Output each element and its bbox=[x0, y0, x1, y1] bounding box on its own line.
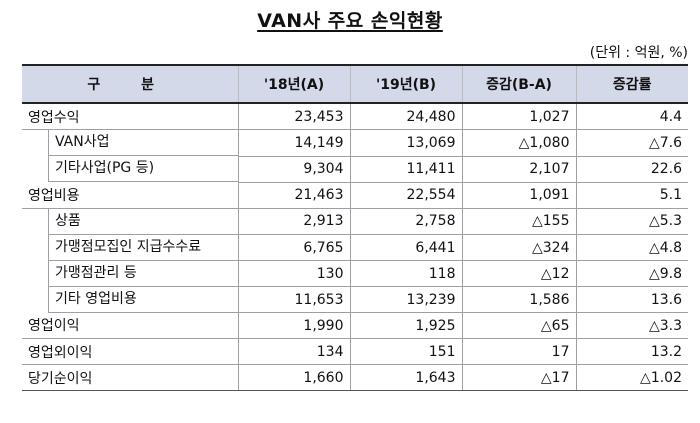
pnl-table: 구 분 '18년(A) '19년(B) 증감(B-A) 증감률 영업수익 23,4… bbox=[22, 64, 688, 391]
value-2018: 6,765 bbox=[237, 234, 350, 261]
value-change-rate: 13.6 bbox=[575, 286, 688, 313]
value-2018: 1,660 bbox=[237, 364, 350, 391]
value-change: 1,586 bbox=[461, 286, 576, 313]
value-2018: 9,304 bbox=[237, 156, 350, 183]
row-label: 영업외이익 bbox=[22, 338, 238, 365]
row-label-text: 가맹점관리 등 bbox=[48, 260, 238, 287]
value-change-rate: 13.2 bbox=[575, 338, 688, 365]
value-2019: 22,554 bbox=[349, 182, 462, 209]
value-2019: 13,069 bbox=[349, 129, 462, 157]
value-2018: 134 bbox=[237, 338, 350, 365]
row-label: 가맹점모집인 지급수수료 bbox=[22, 234, 238, 261]
table-row: 상품 2,913 2,758 △155 △5.3 bbox=[22, 208, 688, 235]
row-label: 영업수익 bbox=[22, 103, 238, 130]
row-label-text: 상품 bbox=[48, 208, 238, 235]
table-row: 당기순이익 1,660 1,643 △17 △1.02 bbox=[22, 364, 688, 391]
header-2018: '18년(A) bbox=[237, 64, 350, 104]
value-2018: 1,990 bbox=[237, 312, 350, 339]
value-change-rate: △1.02 bbox=[575, 364, 688, 391]
table-row: 가맹점관리 등 130 118 △12 △9.8 bbox=[22, 260, 688, 287]
row-label-text: 기타사업(PG 등) bbox=[48, 156, 238, 182]
value-change: 1,091 bbox=[461, 182, 576, 209]
value-2018: 2,913 bbox=[237, 208, 350, 235]
header-change-rate: 증감률 bbox=[575, 64, 688, 104]
row-label: VAN사업 bbox=[22, 130, 238, 156]
table-row: 기타 영업비용 11,653 13,239 1,586 13.6 bbox=[22, 286, 688, 313]
value-change: 1,027 bbox=[461, 103, 576, 130]
value-change-rate: △3.3 bbox=[575, 312, 688, 339]
value-change: 17 bbox=[461, 338, 576, 365]
table-row: VAN사업 14,149 13,069 △1,080 △7.6 bbox=[22, 129, 688, 157]
value-change-rate: 4.4 bbox=[575, 103, 688, 130]
table-row: 영업이익 1,990 1,925 △65 △3.3 bbox=[22, 312, 688, 339]
row-label: 가맹점관리 등 bbox=[22, 260, 238, 287]
table-row: 기타사업(PG 등) 9,304 11,411 2,107 22.6 bbox=[22, 156, 688, 183]
value-2019: 11,411 bbox=[349, 156, 462, 183]
header-2019: '19년(B) bbox=[349, 64, 462, 104]
row-label-text: 기타 영업비용 bbox=[48, 286, 238, 313]
value-2018: 11,653 bbox=[237, 286, 350, 313]
title-text: VAN사 주요 손익현황 bbox=[257, 10, 443, 32]
value-change: △17 bbox=[461, 364, 576, 391]
row-label-text: VAN사업 bbox=[48, 130, 238, 156]
value-change-rate: 22.6 bbox=[575, 156, 688, 183]
table-row: 영업수익 23,453 24,480 1,027 4.4 bbox=[22, 103, 688, 130]
header-change: 증감(B-A) bbox=[461, 64, 576, 104]
value-change: △324 bbox=[461, 234, 576, 261]
page-title: VAN사 주요 손익현황 bbox=[0, 6, 700, 33]
value-change: △155 bbox=[461, 208, 576, 235]
value-change: △12 bbox=[461, 260, 576, 287]
value-2019: 2,758 bbox=[349, 208, 462, 235]
row-label: 기타 영업비용 bbox=[22, 286, 238, 313]
table-header: 구 분 '18년(A) '19년(B) 증감(B-A) 증감률 bbox=[22, 64, 688, 104]
row-label: 당기순이익 bbox=[22, 364, 238, 391]
value-2018: 14,149 bbox=[237, 129, 350, 157]
value-2019: 24,480 bbox=[349, 103, 462, 130]
value-2018: 21,463 bbox=[237, 182, 350, 209]
value-change-rate: △4.8 bbox=[575, 234, 688, 261]
value-change-rate: △9.8 bbox=[575, 260, 688, 287]
value-change: △65 bbox=[461, 312, 576, 339]
value-2019: 1,925 bbox=[349, 312, 462, 339]
value-change-rate: △7.6 bbox=[575, 129, 688, 157]
table-row: 영업비용 21,463 22,554 1,091 5.1 bbox=[22, 182, 688, 209]
unit-note: (단위 : 억원, %) bbox=[589, 45, 688, 61]
value-2018: 23,453 bbox=[237, 103, 350, 130]
value-2019: 1,643 bbox=[349, 364, 462, 391]
value-change: 2,107 bbox=[461, 156, 576, 183]
header-category: 구 분 bbox=[22, 64, 238, 104]
value-change-rate: 5.1 bbox=[575, 182, 688, 209]
table-body: 영업수익 23,453 24,480 1,027 4.4 VAN사업 14,149 13,06… bbox=[22, 103, 688, 391]
value-2019: 6,441 bbox=[349, 234, 462, 261]
value-2019: 151 bbox=[349, 338, 462, 365]
row-label: 상품 bbox=[22, 208, 238, 235]
row-label: 기타사업(PG 등) bbox=[22, 156, 238, 182]
value-2019: 13,239 bbox=[349, 286, 462, 313]
value-change-rate: △5.3 bbox=[575, 208, 688, 235]
value-2019: 118 bbox=[349, 260, 462, 287]
row-label-text: 가맹점모집인 지급수수료 bbox=[48, 234, 238, 261]
value-change: △1,080 bbox=[461, 129, 576, 157]
value-2018: 130 bbox=[237, 260, 350, 287]
table-row: 가맹점모집인 지급수수료 6,765 6,441 △324 △4.8 bbox=[22, 234, 688, 261]
table-row: 영업외이익 134 151 17 13.2 bbox=[22, 338, 688, 365]
row-label: 영업이익 bbox=[22, 312, 238, 339]
row-label: 영업비용 bbox=[22, 182, 238, 209]
